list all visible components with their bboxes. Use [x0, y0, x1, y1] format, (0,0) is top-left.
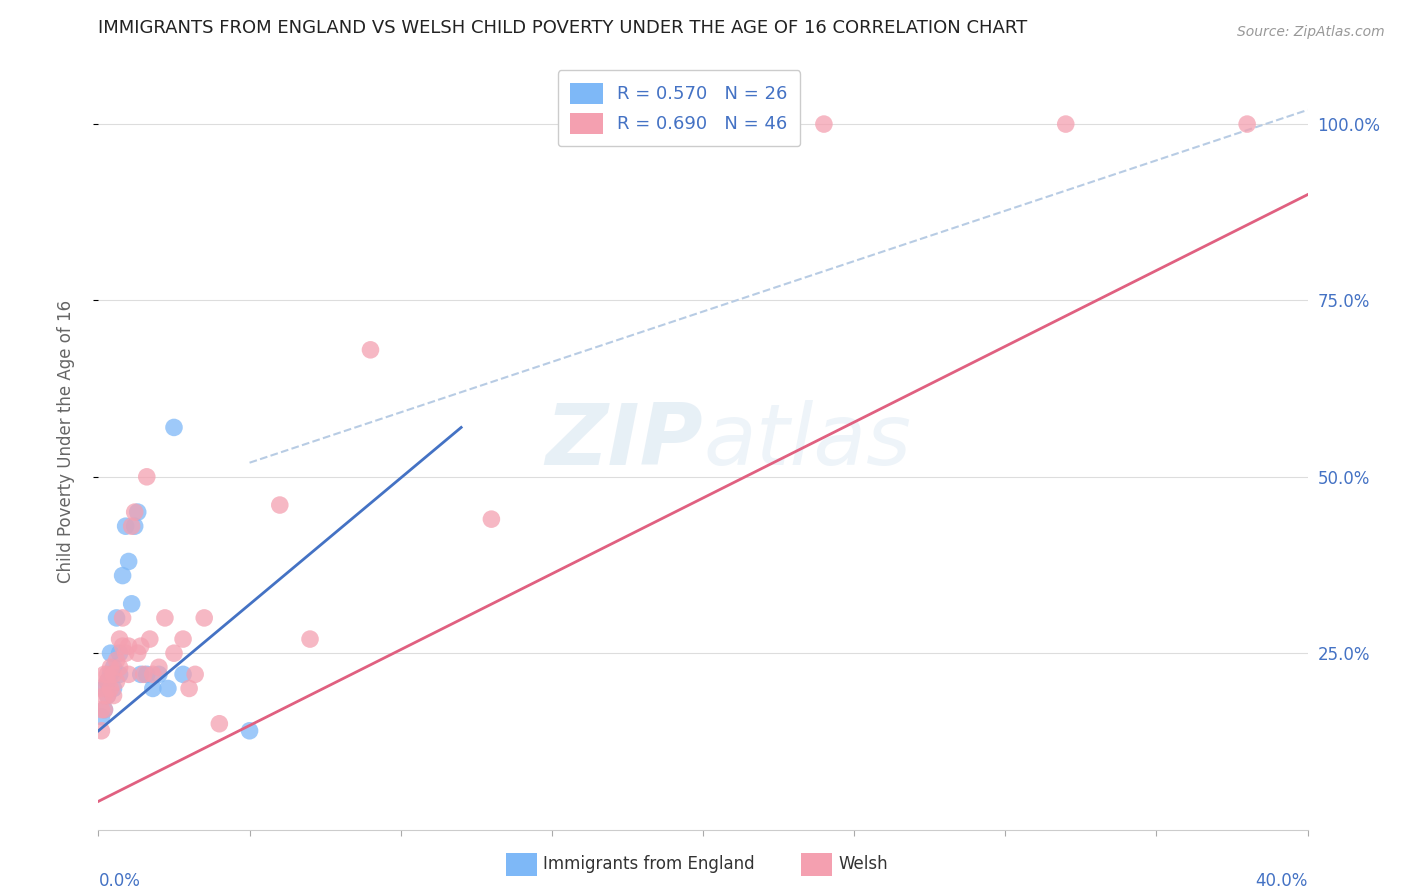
Point — [481, 512, 503, 526]
Point — [129, 667, 152, 681]
Point — [148, 660, 170, 674]
Point — [90, 709, 112, 723]
Point — [139, 632, 162, 646]
Point — [100, 667, 122, 681]
Text: 40.0%: 40.0% — [1256, 872, 1308, 890]
Point — [100, 646, 122, 660]
Point — [100, 681, 122, 696]
Point — [103, 689, 125, 703]
Y-axis label: Child Poverty Under the Age of 16: Child Poverty Under the Age of 16 — [56, 300, 75, 583]
Point — [153, 611, 176, 625]
Point — [602, 117, 624, 131]
Point — [172, 632, 194, 646]
Point — [90, 723, 112, 738]
Point — [118, 554, 141, 568]
Point — [108, 667, 131, 681]
Point — [148, 667, 170, 681]
Text: Source: ZipAtlas.com: Source: ZipAtlas.com — [1237, 25, 1385, 39]
Point — [124, 505, 146, 519]
Legend: R = 0.570   N = 26, R = 0.690   N = 46: R = 0.570 N = 26, R = 0.690 N = 46 — [558, 70, 800, 146]
Point — [1236, 117, 1258, 131]
Point — [135, 470, 157, 484]
Point — [121, 519, 143, 533]
Point — [96, 674, 118, 689]
Point — [172, 667, 194, 681]
Point — [93, 703, 115, 717]
Text: Welsh: Welsh — [838, 855, 887, 873]
Point — [129, 639, 152, 653]
Point — [813, 117, 835, 131]
Point — [105, 674, 128, 689]
Point — [163, 420, 186, 434]
Point — [132, 667, 155, 681]
Point — [121, 597, 143, 611]
Point — [156, 681, 179, 696]
Point — [96, 689, 118, 703]
Point — [127, 646, 149, 660]
Point — [96, 667, 118, 681]
Point — [108, 646, 131, 660]
Point — [269, 498, 291, 512]
Text: ZIP: ZIP — [546, 400, 703, 483]
Point — [124, 519, 146, 533]
Point — [103, 660, 125, 674]
Point — [193, 611, 215, 625]
Point — [103, 667, 125, 681]
Text: 0.0%: 0.0% — [98, 872, 141, 890]
Point — [108, 660, 131, 674]
Point — [1054, 117, 1077, 131]
Point — [105, 653, 128, 667]
Point — [142, 667, 165, 681]
Text: Immigrants from England: Immigrants from England — [543, 855, 755, 873]
Point — [118, 639, 141, 653]
Point — [179, 681, 201, 696]
Point — [114, 646, 136, 660]
Text: IMMIGRANTS FROM ENGLAND VS WELSH CHILD POVERTY UNDER THE AGE OF 16 CORRELATION C: IMMIGRANTS FROM ENGLAND VS WELSH CHILD P… — [98, 19, 1028, 37]
Point — [93, 689, 115, 703]
Point — [142, 681, 165, 696]
Point — [105, 611, 128, 625]
Point — [103, 681, 125, 696]
Point — [111, 639, 134, 653]
Point — [111, 611, 134, 625]
Point — [239, 723, 262, 738]
Point — [93, 667, 115, 681]
Point — [127, 505, 149, 519]
Point — [108, 632, 131, 646]
Point — [96, 689, 118, 703]
Point — [299, 632, 322, 646]
Point — [135, 667, 157, 681]
Point — [93, 703, 115, 717]
Point — [111, 568, 134, 582]
Point — [93, 681, 115, 696]
Point — [163, 646, 186, 660]
Point — [100, 660, 122, 674]
Point — [96, 674, 118, 689]
Point — [114, 519, 136, 533]
Point — [90, 703, 112, 717]
Text: atlas: atlas — [703, 400, 911, 483]
Point — [360, 343, 382, 357]
Point — [184, 667, 207, 681]
Point — [208, 716, 231, 731]
Point — [118, 667, 141, 681]
Point — [90, 681, 112, 696]
